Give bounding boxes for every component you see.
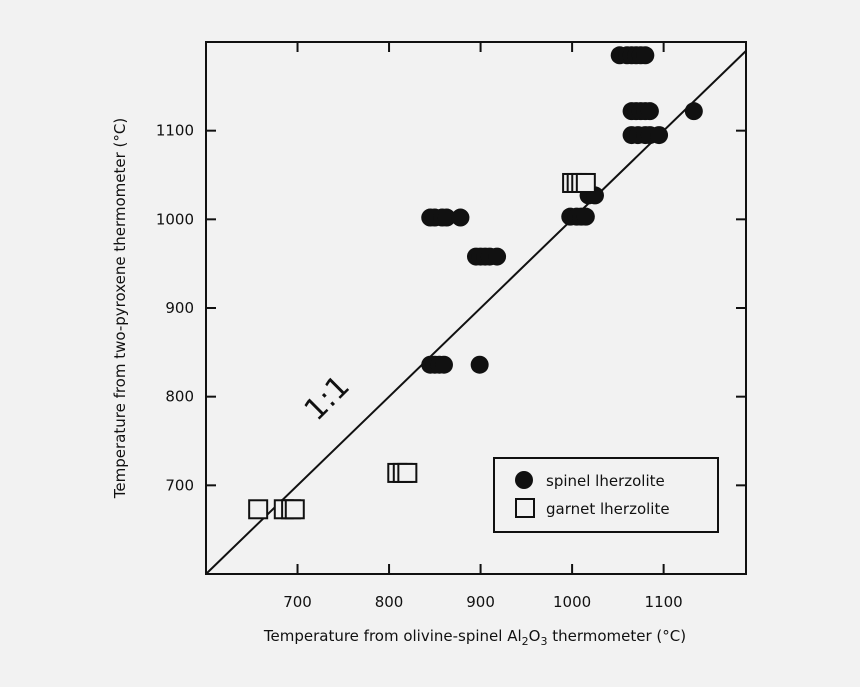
data-point-spinel-lherzolite (488, 247, 507, 266)
one-to-one-label: 1:1 (298, 369, 357, 428)
x-tick-label: 1100 (645, 593, 683, 611)
legend-marker-garnet (515, 498, 535, 518)
y-axis-title: Temperature from two-pyroxene thermomete… (111, 118, 129, 499)
legend-label-spinel: spinel lherzolite (546, 472, 665, 490)
data-point-spinel-lherzolite (434, 355, 453, 374)
data-point-spinel-lherzolite (636, 46, 655, 65)
data-point-spinel-lherzolite (576, 207, 595, 226)
data-point-spinel-lherzolite (437, 208, 456, 227)
x-axis-title: Temperature from olivine-spinel Al2O3 th… (263, 627, 686, 648)
legend: spinel lherzolite garnet lherzolite (493, 457, 719, 533)
data-point-spinel-lherzolite (470, 355, 489, 374)
plot-area (205, 41, 747, 575)
data-point-spinel-lherzolite (650, 126, 669, 145)
legend-label-garnet: garnet lherzolite (546, 500, 670, 518)
y-tick-label: 900 (165, 299, 194, 317)
x-tick-label: 800 (375, 593, 404, 611)
legend-marker-spinel (515, 471, 533, 489)
data-point-spinel-lherzolite (684, 102, 703, 121)
x-tick-label: 1000 (553, 593, 591, 611)
y-tick-label: 1000 (156, 210, 194, 228)
y-tick-label: 700 (165, 476, 194, 494)
data-point-spinel-lherzolite (640, 102, 659, 121)
data-point-garnet-lherzolite (248, 499, 269, 520)
axis-ticks: 700 800 900 1000 1100 700 800 900 1000 1100 (156, 42, 746, 611)
data-point-spinel-lherzolite (451, 208, 470, 227)
x-tick-label: 700 (283, 593, 312, 611)
data-point-garnet-lherzolite (575, 172, 596, 193)
legend-box (493, 457, 719, 533)
y-tick-label: 1100 (156, 122, 194, 140)
data-point-garnet-lherzolite (397, 462, 418, 483)
data-point-garnet-lherzolite (284, 499, 305, 520)
x-tick-label: 900 (466, 593, 495, 611)
y-tick-label: 800 (165, 388, 194, 406)
